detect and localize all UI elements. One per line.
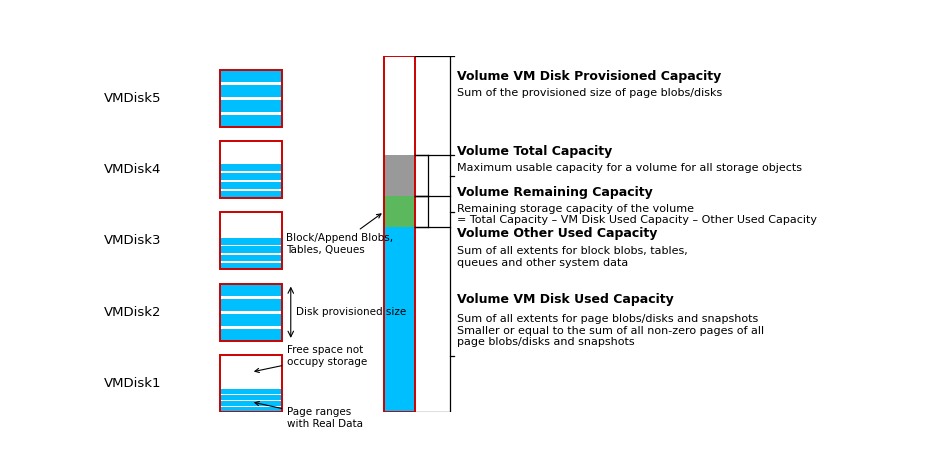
Text: Disk provisioned size: Disk provisioned size (296, 307, 406, 317)
Bar (220, 244, 282, 246)
Bar (220, 295, 282, 299)
Bar (384, 196, 414, 227)
Text: VMDisk1: VMDisk1 (104, 377, 162, 390)
Text: VMDisk5: VMDisk5 (104, 92, 162, 105)
Bar (220, 112, 282, 115)
Text: Block/Append Blobs,
Tables, Queues: Block/Append Blobs, Tables, Queues (285, 214, 393, 255)
Bar (384, 56, 414, 156)
Text: VMDisk3: VMDisk3 (104, 234, 162, 247)
Text: Page ranges
with Real Data: Page ranges with Real Data (255, 401, 363, 429)
Bar (220, 141, 282, 198)
Bar (220, 180, 282, 182)
Text: Volume Remaining Capacity: Volume Remaining Capacity (457, 186, 653, 199)
Bar (220, 171, 282, 173)
Bar (384, 227, 414, 412)
Bar (220, 213, 282, 269)
Text: Sum of all extents for page blobs/disks and snapshots
Smaller or equal to the su: Sum of all extents for page blobs/disks … (457, 314, 764, 347)
Bar (220, 284, 282, 341)
Text: Volume VM Disk Used Capacity: Volume VM Disk Used Capacity (457, 293, 674, 306)
Text: Maximum usable capacity for a volume for all storage objects: Maximum usable capacity for a volume for… (457, 163, 803, 173)
Bar (220, 70, 282, 127)
Bar (220, 261, 282, 263)
Bar (220, 213, 282, 269)
Bar (220, 189, 282, 191)
Bar (220, 325, 282, 329)
Bar (220, 355, 282, 412)
Bar (220, 164, 282, 198)
Bar (220, 97, 282, 100)
Bar (220, 406, 282, 407)
Text: VMDisk2: VMDisk2 (104, 306, 162, 319)
Text: Remaining storage capacity of the volume
= Total Capacity – VM Disk Used Capacit: Remaining storage capacity of the volume… (457, 204, 818, 225)
Text: Free space not
occupy storage: Free space not occupy storage (255, 345, 367, 373)
Bar (220, 394, 282, 395)
Bar (220, 400, 282, 401)
Bar (220, 81, 282, 85)
Text: Volume Other Used Capacity: Volume Other Used Capacity (457, 227, 658, 240)
Bar (220, 284, 282, 341)
Bar (384, 56, 414, 412)
Bar (384, 156, 414, 196)
Bar (220, 284, 282, 341)
Bar (220, 253, 282, 255)
Text: Sum of all extents for block blobs, tables,
queues and other system data: Sum of all extents for block blobs, tabl… (457, 246, 688, 268)
Bar (220, 70, 282, 127)
Bar (220, 355, 282, 412)
Bar (220, 238, 282, 269)
Bar (220, 389, 282, 412)
Text: Volume VM Disk Provisioned Capacity: Volume VM Disk Provisioned Capacity (457, 70, 722, 83)
Text: Volume Total Capacity: Volume Total Capacity (457, 144, 612, 158)
Bar (220, 70, 282, 127)
Text: VMDisk4: VMDisk4 (105, 163, 162, 176)
Bar (220, 311, 282, 314)
Bar (220, 141, 282, 198)
Text: Sum of the provisioned size of page blobs/disks: Sum of the provisioned size of page blob… (457, 88, 723, 98)
